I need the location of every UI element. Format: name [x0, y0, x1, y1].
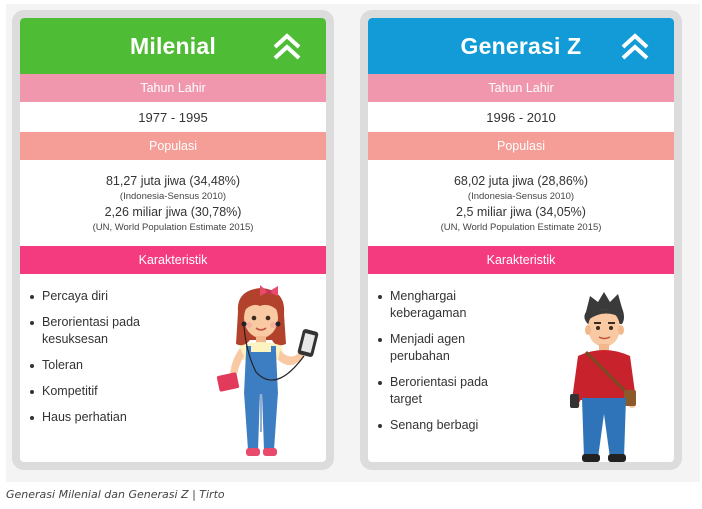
genz-card-body: Generasi Z Tahun Lahir 1996 - 2010 Popul…	[368, 18, 674, 462]
double-chevron-up-icon	[273, 33, 301, 60]
list-item: Berorientasi pada target	[378, 374, 508, 408]
milenial-card-body: Milenial Tahun Lahir 1977 - 1995 Populas…	[20, 18, 326, 462]
population-label: Populasi	[368, 132, 674, 160]
list-item: Toleran	[30, 357, 200, 374]
birth-year-label: Tahun Lahir	[368, 74, 674, 102]
population-indonesia: 68,02 juta jiwa (28,86%)	[453, 174, 589, 188]
list-item: Menjadi agen perubahan	[378, 331, 508, 365]
birth-year-label: Tahun Lahir	[20, 74, 326, 102]
figure-caption: Generasi Milenial dan Generasi Z | Tirto	[6, 488, 225, 501]
boy-illustration	[570, 292, 636, 462]
list-item: Menghargai keberagaman	[378, 288, 508, 322]
genz-card: Generasi Z Tahun Lahir 1996 - 2010 Popul…	[360, 10, 682, 470]
population-world-source: (UN, World Population Estimate 2015)	[440, 222, 602, 233]
birth-year-value: 1996 - 2010	[486, 109, 556, 125]
population-label: Populasi	[20, 132, 326, 160]
population-values: 81,27 juta jiwa (34,48%) (Indonesia-Sens…	[20, 160, 326, 246]
traits-label: Karakteristik	[20, 246, 326, 274]
girl-illustration	[216, 285, 319, 456]
genz-header: Generasi Z	[368, 18, 674, 74]
traits-section: Percaya diri Berorientasi pada kesuksesa…	[20, 274, 326, 462]
list-item: Senang berbagi	[378, 417, 508, 434]
traits-section: Menghargai keberagaman Menjadi agen peru…	[368, 274, 674, 462]
genz-title: Generasi Z	[460, 32, 582, 59]
traits-label: Karakteristik	[368, 246, 674, 274]
list-item: Berorientasi pada kesuksesan	[30, 314, 200, 348]
population-world-source: (UN, World Population Estimate 2015)	[92, 222, 254, 233]
infographic: Milenial Tahun Lahir 1977 - 1995 Populas…	[6, 4, 700, 482]
milenial-header: Milenial	[20, 18, 326, 74]
population-indonesia: 81,27 juta jiwa (34,48%)	[105, 174, 241, 188]
traits-list: Percaya diri Berorientasi pada kesuksesa…	[30, 288, 200, 435]
population-indonesia-source: (Indonesia-Sensus 2010)	[119, 191, 227, 202]
milenial-title: Milenial	[130, 32, 216, 59]
population-world: 2,5 miliar jiwa (34,05%)	[456, 205, 586, 219]
population-values: 68,02 juta jiwa (28,86%) (Indonesia-Sens…	[368, 160, 674, 246]
list-item: Kompetitif	[30, 383, 200, 400]
population-indonesia-source: (Indonesia-Sensus 2010)	[467, 191, 575, 202]
list-item: Percaya diri	[30, 288, 200, 305]
traits-list: Menghargai keberagaman Menjadi agen peru…	[378, 288, 508, 443]
birth-year-value: 1977 - 1995	[138, 109, 208, 125]
population-world: 2,26 miliar jiwa (30,78%)	[104, 205, 242, 219]
list-item: Haus perhatian	[30, 409, 200, 426]
double-chevron-up-icon	[621, 33, 649, 60]
milenial-card: Milenial Tahun Lahir 1977 - 1995 Populas…	[12, 10, 334, 470]
